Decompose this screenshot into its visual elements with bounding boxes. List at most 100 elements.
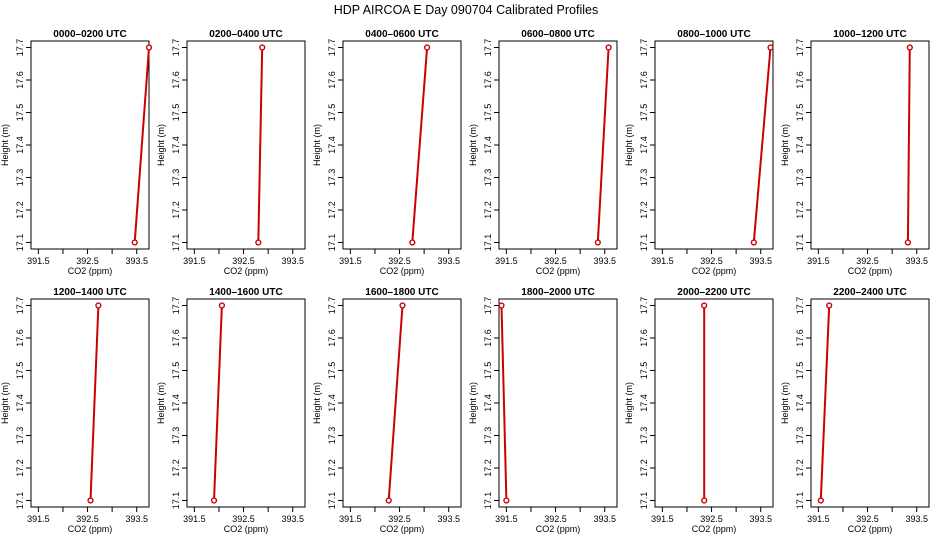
profile-point: [906, 44, 913, 51]
y-tick-label: 17.5: [327, 104, 337, 122]
y-tick-label: 17.7: [795, 39, 805, 57]
y-axis-label: Height (m): [312, 124, 322, 166]
chart-panel: 2000–2200 UTC 391.5 392.5 393.5 17.1 17.2 17.3…: [624, 287, 774, 534]
x-tick-label: 393.5: [125, 256, 148, 266]
x-tick-label: 393.5: [437, 514, 460, 524]
y-tick-label: 17.4: [15, 136, 25, 154]
y-tick-label: 17.3: [327, 427, 337, 445]
chart-panel: 0200–0400 UTC 391.5 392.5 393.5 17.1 17.2 17.3…: [156, 29, 306, 276]
y-tick-label: 17.3: [795, 169, 805, 187]
panel-title: 2000–2200 UTC: [677, 287, 750, 298]
y-axis-label: Height (m): [624, 124, 634, 166]
profile-line: [133, 47, 150, 243]
x-tick-label: 391.5: [807, 514, 830, 524]
x-axis-label: CO2 (ppm): [224, 266, 269, 276]
y-tick-label: 17.7: [327, 39, 337, 57]
y-tick-label: 17.5: [639, 362, 649, 380]
y-tick-label: 17.7: [639, 39, 649, 57]
profile-line: [752, 47, 772, 243]
chart-panel: 0000–0200 UTC 391.5 392.5 393.5 17.1 17.2 17.3…: [0, 29, 153, 276]
y-tick-label: 17.7: [483, 39, 493, 57]
y-tick-label: 17.6: [15, 329, 25, 347]
chart-panel: 0600–0800 UTC 391.5 392.5 393.5 17.1 17.2 17.3…: [468, 29, 618, 276]
y-tick-label: 17.2: [795, 459, 805, 477]
panel-title: 1800–2000 UTC: [521, 287, 594, 298]
plot-frame: [186, 40, 306, 250]
profile-point: [87, 497, 94, 504]
x-tick-label: 393.5: [125, 514, 148, 524]
y-tick-label: 17.3: [639, 169, 649, 187]
profile-point: [399, 302, 406, 309]
profile-point: [750, 239, 757, 246]
y-tick-label: 17.6: [327, 329, 337, 347]
y-tick-label: 17.4: [639, 394, 649, 412]
panel-title: 2200–2400 UTC: [833, 287, 906, 298]
y-axis-label: Height (m): [780, 382, 790, 424]
y-tick-label: 17.1: [15, 492, 25, 510]
y-axis-label: Height (m): [156, 124, 166, 166]
profile-line: [906, 47, 911, 243]
y-tick-label: 17.4: [639, 136, 649, 154]
y-tick-label: 17.6: [795, 329, 805, 347]
plot-frame: [810, 40, 930, 250]
profile-point: [498, 302, 505, 309]
y-tick-label: 17.7: [171, 297, 181, 315]
panel-title: 1400–1600 UTC: [209, 287, 282, 298]
y-tick-label: 17.4: [483, 136, 493, 154]
y-tick-label: 17.2: [15, 201, 25, 219]
profile-line: [411, 47, 429, 243]
y-tick-label: 17.1: [327, 234, 337, 252]
profile-point: [503, 497, 510, 504]
y-tick-label: 17.3: [795, 427, 805, 445]
panel-title: 1200–1400 UTC: [53, 287, 126, 298]
y-tick-label: 17.3: [483, 169, 493, 187]
panel-title: 0200–0400 UTC: [209, 29, 282, 40]
chart-panel: 1200–1400 UTC 391.5 392.5 393.5 17.1 17.2 17.3…: [0, 287, 150, 534]
plot-frame: [186, 298, 306, 508]
y-tick-label: 17.3: [327, 169, 337, 187]
y-tick-label: 17.4: [327, 136, 337, 154]
x-tick-label: 392.5: [700, 256, 723, 266]
y-tick-label: 17.6: [15, 71, 25, 89]
x-axis-label: CO2 (ppm): [692, 266, 737, 276]
y-tick-label: 17.6: [483, 71, 493, 89]
x-tick-label: 392.5: [76, 256, 99, 266]
profile-line: [89, 305, 100, 501]
x-tick-label: 392.5: [232, 514, 255, 524]
y-tick-label: 17.5: [795, 104, 805, 122]
y-axis-label: Height (m): [0, 124, 10, 166]
y-tick-label: 17.6: [327, 71, 337, 89]
x-tick-label: 393.5: [749, 256, 772, 266]
y-tick-label: 17.6: [483, 329, 493, 347]
y-tick-label: 17.2: [327, 459, 337, 477]
profile-point: [701, 302, 708, 309]
panel-title: 0000–0200 UTC: [53, 29, 126, 40]
profile-point: [605, 44, 612, 51]
y-tick-label: 17.3: [171, 427, 181, 445]
x-tick-label: 391.5: [183, 514, 206, 524]
profile-point: [904, 239, 911, 246]
x-tick-label: 393.5: [593, 514, 616, 524]
y-tick-label: 17.7: [795, 297, 805, 315]
y-tick-label: 17.5: [15, 362, 25, 380]
x-axis-label: CO2 (ppm): [848, 266, 893, 276]
x-tick-label: 392.5: [700, 514, 723, 524]
y-tick-label: 17.4: [171, 136, 181, 154]
y-tick-label: 17.4: [795, 394, 805, 412]
panel-title: 1000–1200 UTC: [833, 29, 906, 40]
y-tick-label: 17.5: [327, 362, 337, 380]
x-tick-label: 392.5: [232, 256, 255, 266]
y-tick-label: 17.1: [639, 492, 649, 510]
profile-point: [409, 239, 416, 246]
y-tick-label: 17.4: [171, 394, 181, 412]
y-tick-label: 17.5: [639, 104, 649, 122]
y-tick-label: 17.7: [15, 39, 25, 57]
y-tick-label: 17.1: [171, 492, 181, 510]
x-axis-label: CO2 (ppm): [848, 524, 893, 534]
y-tick-label: 17.5: [483, 104, 493, 122]
x-tick-label: 393.5: [437, 256, 460, 266]
plot-frame: [342, 298, 462, 508]
y-tick-label: 17.7: [483, 297, 493, 315]
x-axis-label: CO2 (ppm): [692, 524, 737, 534]
